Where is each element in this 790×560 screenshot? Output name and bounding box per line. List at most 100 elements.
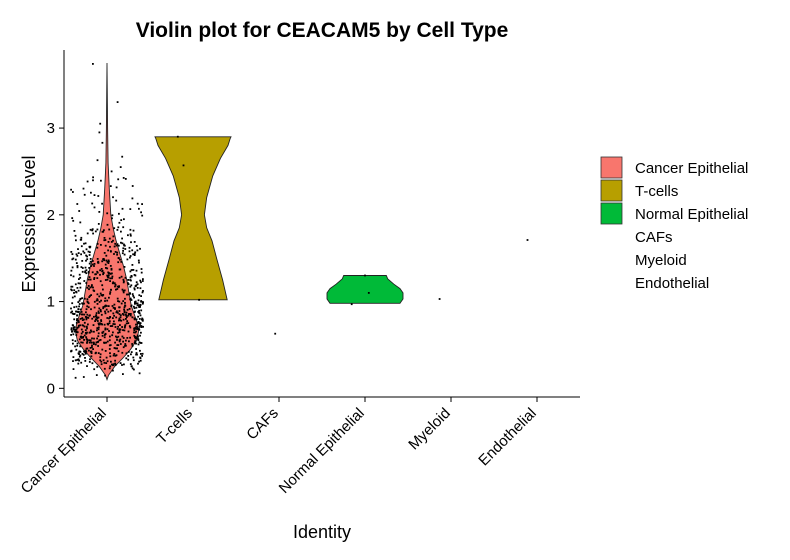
data-point (104, 374, 106, 377)
data-point (77, 248, 79, 250)
data-point (103, 229, 105, 232)
data-point (106, 317, 109, 319)
data-point (104, 244, 107, 247)
data-point (100, 319, 102, 321)
data-point (91, 317, 94, 320)
data-point (73, 306, 76, 309)
data-point (101, 294, 104, 297)
data-point (81, 319, 84, 321)
data-point (75, 290, 77, 293)
data-point (106, 278, 109, 281)
data-point (73, 292, 75, 294)
data-point (121, 207, 124, 210)
data-point (105, 305, 108, 307)
legend-label: Endothelial (635, 275, 709, 292)
data-point (109, 291, 112, 293)
data-point (135, 352, 138, 354)
data-point (70, 285, 73, 288)
data-point (88, 339, 90, 342)
data-point (95, 299, 98, 302)
data-point (85, 338, 88, 340)
data-point (77, 308, 80, 310)
data-point (87, 270, 90, 273)
data-point (133, 287, 136, 290)
data-point (116, 229, 119, 231)
data-point (137, 362, 139, 365)
data-point (126, 308, 129, 311)
data-point (85, 272, 88, 275)
data-point (82, 336, 84, 339)
data-point (83, 297, 86, 300)
data-point (114, 251, 117, 253)
data-point (526, 239, 529, 241)
data-point (71, 285, 74, 288)
data-point (124, 297, 126, 300)
data-point (97, 345, 99, 347)
data-point (88, 288, 90, 291)
data-point (90, 341, 93, 344)
data-point (124, 324, 127, 327)
data-point (108, 367, 111, 370)
legend-key (600, 156, 623, 179)
data-point (92, 176, 94, 179)
data-point (104, 350, 107, 352)
data-point (86, 255, 88, 258)
data-point (140, 281, 142, 284)
data-point (93, 330, 95, 333)
data-point (79, 318, 82, 320)
data-point (138, 309, 140, 312)
data-point (70, 327, 73, 330)
data-point (81, 302, 84, 305)
data-point (130, 299, 133, 301)
data-point (77, 301, 80, 303)
data-point (138, 294, 141, 297)
data-point (110, 360, 112, 363)
data-point (109, 277, 112, 280)
data-point (136, 304, 139, 307)
data-point (70, 311, 72, 314)
data-point (110, 241, 113, 243)
data-point (122, 329, 124, 331)
data-point (90, 355, 93, 358)
data-point (116, 339, 118, 341)
y-tick-label: 3 (47, 120, 55, 137)
data-point (106, 261, 109, 263)
data-point (129, 233, 132, 236)
data-point (109, 309, 112, 312)
data-point (96, 337, 98, 340)
data-point (93, 277, 96, 279)
data-point (96, 271, 99, 274)
data-point (125, 339, 127, 342)
data-point (80, 361, 83, 364)
data-point (121, 242, 124, 245)
data-point (133, 342, 136, 344)
data-point (96, 277, 99, 279)
data-point (135, 336, 138, 339)
data-point (90, 191, 92, 194)
data-point (75, 321, 78, 324)
data-point (71, 253, 74, 255)
data-point (70, 188, 72, 191)
data-point (138, 372, 141, 375)
data-point (109, 365, 112, 368)
x-axis-title: Identity (293, 522, 351, 542)
data-point (99, 353, 102, 356)
data-point (83, 321, 86, 324)
data-point (78, 303, 81, 305)
data-point (87, 317, 90, 319)
data-point (88, 341, 91, 344)
data-point (112, 363, 115, 366)
data-point (118, 317, 121, 320)
data-point (99, 122, 102, 125)
data-point (122, 340, 124, 343)
data-point (100, 320, 103, 322)
data-point (79, 336, 82, 338)
data-point (92, 348, 94, 350)
data-point (133, 311, 136, 313)
data-point (91, 346, 93, 349)
data-point (115, 354, 118, 357)
data-point (76, 266, 79, 269)
data-point (81, 267, 84, 269)
data-point (78, 278, 80, 280)
data-point (111, 334, 114, 337)
